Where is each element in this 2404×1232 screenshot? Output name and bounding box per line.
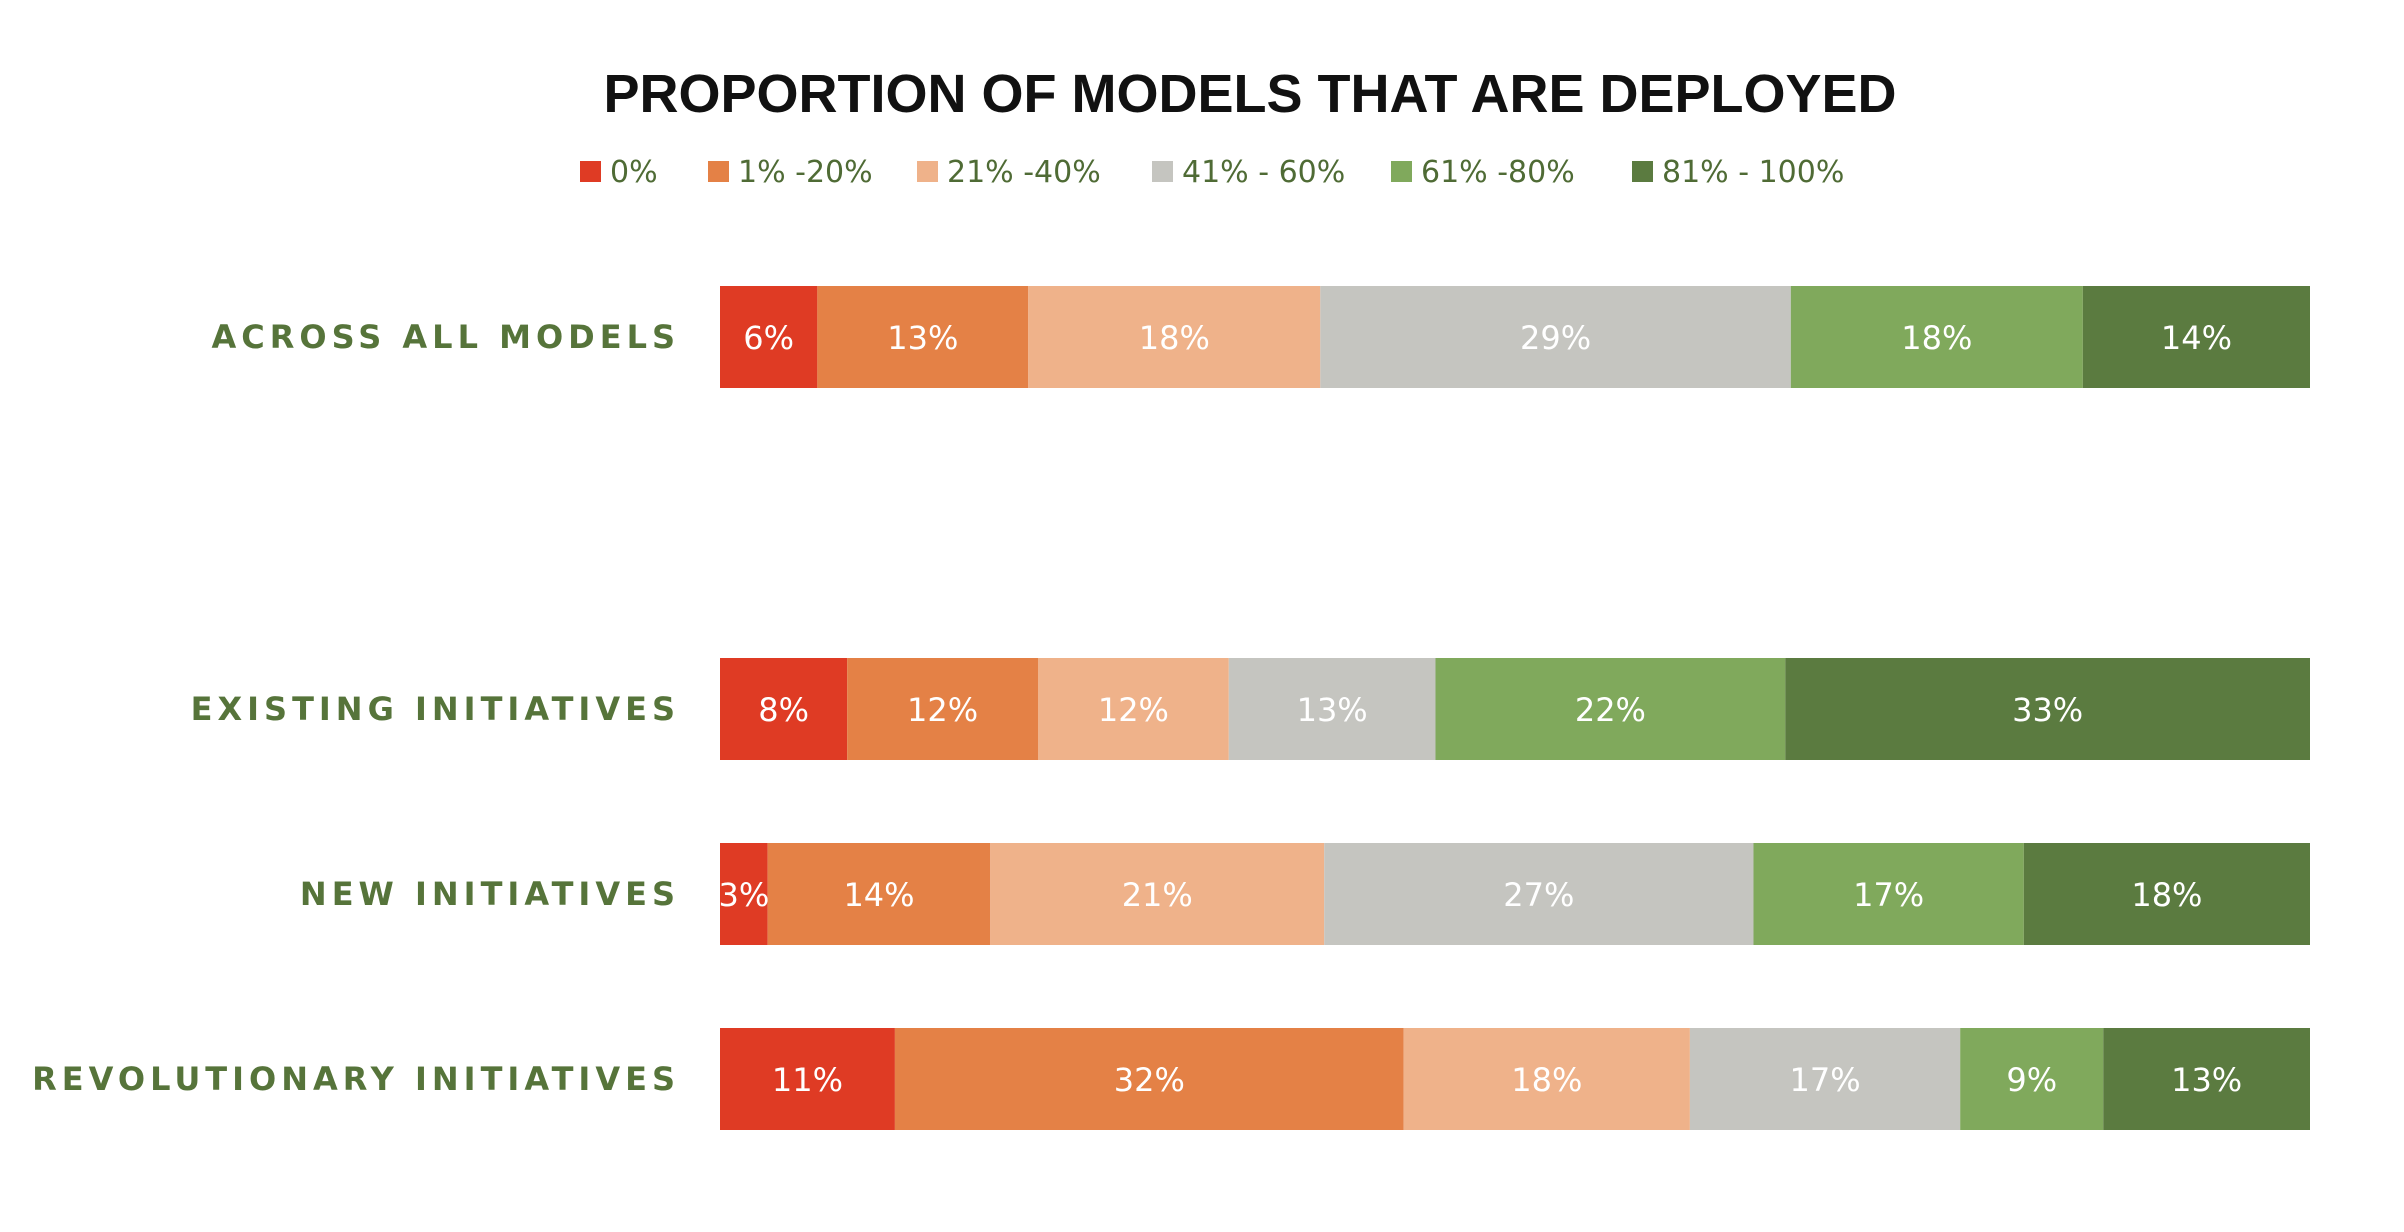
- data-label: 33%: [2012, 691, 2083, 729]
- data-label: 8%: [758, 691, 809, 729]
- legend-swatch: [1391, 161, 1412, 182]
- bar-segment: [767, 843, 991, 945]
- legend-item: 81% - 100%: [1632, 155, 1844, 190]
- category-label: EXISTING INITIATIVES: [191, 690, 680, 728]
- data-label: 21%: [1122, 876, 1193, 914]
- data-label: 18%: [1139, 319, 1210, 357]
- data-label: 3%: [718, 876, 769, 914]
- chart-title: PROPORTION OF MODELS THAT ARE DEPLOYED: [603, 64, 1896, 124]
- data-label: 9%: [2006, 1061, 2057, 1099]
- bar-segment: [1320, 286, 1791, 388]
- bar-segment: [720, 658, 848, 760]
- data-label: 14%: [843, 876, 914, 914]
- data-label: 32%: [1114, 1061, 1185, 1099]
- bar-segment: [1038, 658, 1229, 760]
- bar-segment: [1790, 286, 2083, 388]
- legend-item: 61% -80%: [1391, 155, 1575, 190]
- legend: 0% 1% -20% 21% -40% 41% - 60% 61% -80% 81% - …: [580, 155, 1844, 190]
- data-label: 11%: [772, 1061, 843, 1099]
- legend-item: 21% -40%: [917, 155, 1101, 190]
- bar-segment: [1753, 843, 2024, 945]
- bar-segment: [2082, 286, 2310, 388]
- bar-segment: [1960, 1028, 2104, 1130]
- bar-segment: [1785, 658, 2310, 760]
- legend-swatch: [1632, 161, 1653, 182]
- bar-segment: [2023, 843, 2310, 945]
- legend-item: 0%: [580, 155, 658, 190]
- data-label: 22%: [1575, 691, 1646, 729]
- data-label: 18%: [2131, 876, 2202, 914]
- bar-segment: [720, 286, 818, 388]
- data-label: 6%: [743, 319, 794, 357]
- legend-label: 81% - 100%: [1662, 155, 1844, 190]
- legend-label: 61% -80%: [1421, 155, 1575, 190]
- data-label: 17%: [1789, 1061, 1860, 1099]
- bar-segment: [1228, 658, 1436, 760]
- bar-segment: [2103, 1028, 2310, 1130]
- data-label: 18%: [1511, 1061, 1582, 1099]
- legend-swatch: [917, 161, 938, 182]
- bar-segment: [1435, 658, 1786, 760]
- data-label: 29%: [1520, 319, 1591, 357]
- data-label: 14%: [2161, 319, 2232, 357]
- bar-segment: [1028, 286, 1321, 388]
- bar-segment: [1324, 843, 1754, 945]
- data-label: 27%: [1503, 876, 1574, 914]
- legend-label: 41% - 60%: [1182, 155, 1345, 190]
- legend-item: 1% -20%: [708, 155, 873, 190]
- bar-segment: [1403, 1028, 1690, 1130]
- category-label: NEW INITIATIVES: [300, 875, 680, 913]
- data-label: 13%: [2171, 1061, 2242, 1099]
- legend-item: 41% - 60%: [1152, 155, 1345, 190]
- legend-label: 1% -20%: [738, 155, 873, 190]
- bar-segment: [720, 843, 768, 945]
- bar-segment: [847, 658, 1038, 760]
- legend-swatch: [708, 161, 729, 182]
- legend-label: 0%: [610, 155, 658, 190]
- category-label: ACROSS ALL MODELS: [212, 318, 680, 356]
- category-label: REVOLUTIONARY INITIATIVES: [32, 1060, 680, 1098]
- bar-segment: [817, 286, 1029, 388]
- bar-segment: [720, 1028, 895, 1130]
- legend-swatch: [1152, 161, 1173, 182]
- data-label: 12%: [907, 691, 978, 729]
- category-labels: ACROSS ALL MODELS EXISTING INITIATIVES NEW…: [32, 318, 680, 1098]
- bar-segment: [1689, 1028, 1961, 1130]
- legend-label: 21% -40%: [947, 155, 1101, 190]
- legend-swatch: [580, 161, 601, 182]
- data-label: 13%: [887, 319, 958, 357]
- bar-segment: [990, 843, 1325, 945]
- data-label: 12%: [1098, 691, 1169, 729]
- data-label: 18%: [1901, 319, 1972, 357]
- bars: 6% 13% 18% 29% 18% 14% 8% 12% 12% 13% 22% 33% 3% 14% 2…: [718, 286, 2310, 1130]
- data-label: 17%: [1853, 876, 1924, 914]
- data-label: 13%: [1297, 691, 1368, 729]
- bar-segment: [894, 1028, 1404, 1130]
